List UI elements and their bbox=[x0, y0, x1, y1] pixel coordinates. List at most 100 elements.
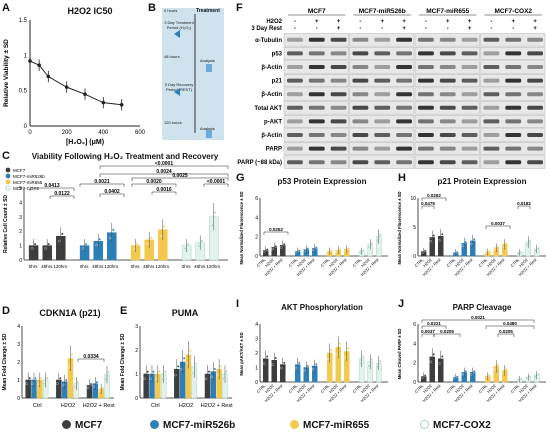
row-label-rest: 3 Day Rest bbox=[251, 26, 282, 32]
data-point bbox=[470, 242, 473, 246]
blot-band bbox=[287, 160, 303, 165]
blot-band bbox=[330, 133, 347, 137]
panel-c-title: Viability Following H₂O₂ Treatment and R… bbox=[31, 152, 219, 161]
significance-bracket bbox=[77, 358, 105, 362]
blot-band bbox=[352, 78, 369, 83]
x-tick-label: Ctrl bbox=[33, 403, 42, 409]
data-point bbox=[452, 251, 456, 255]
treatment-sign: - bbox=[490, 26, 492, 32]
p-value-label: 0.0480 bbox=[503, 321, 517, 326]
data-point bbox=[528, 375, 531, 378]
blot-band bbox=[418, 160, 434, 165]
y-tick-label: 3 bbox=[19, 215, 22, 221]
blot-band bbox=[527, 133, 543, 137]
treatment-sign: + bbox=[468, 19, 472, 25]
data-point bbox=[306, 364, 309, 368]
blot-band bbox=[418, 78, 434, 83]
y-tick-label: 1 bbox=[19, 244, 22, 250]
dish-icon bbox=[174, 30, 180, 38]
y-tick-label: 0 bbox=[24, 124, 28, 130]
blot-label: p53 bbox=[272, 51, 283, 57]
blot-band bbox=[418, 146, 434, 151]
x-tick-label: H2O2 + Rest bbox=[83, 403, 115, 409]
step-analysis-2: Analysis bbox=[200, 126, 215, 131]
data-point bbox=[329, 348, 333, 352]
x-tick-label: CTRL bbox=[413, 383, 424, 394]
data-point bbox=[56, 382, 59, 385]
p-value-label: 0.0037 bbox=[421, 329, 435, 334]
panel-label-i: I bbox=[236, 298, 240, 310]
significance-bracket bbox=[517, 205, 531, 209]
data-point bbox=[344, 356, 347, 359]
data-point bbox=[496, 363, 499, 367]
x-tick-label: 600 bbox=[135, 130, 146, 136]
blot-band bbox=[287, 65, 303, 69]
data-point bbox=[146, 370, 149, 373]
p-value-label: 0.0122 bbox=[54, 191, 70, 197]
legend-entry: MCF7-miR655 bbox=[13, 180, 43, 185]
x-tick-label: 200 bbox=[62, 130, 73, 136]
data-point bbox=[297, 361, 301, 365]
x-tick-label: H2O2 bbox=[360, 257, 371, 268]
data-point bbox=[335, 352, 338, 356]
y-axis-label: Mean Fold Change ± SD bbox=[2, 333, 8, 390]
blot-band bbox=[374, 105, 391, 110]
y-axis-label: Relative Cell Count ± SD bbox=[3, 195, 9, 253]
p-value-label: 0.0182 bbox=[517, 201, 531, 206]
y-tick-label: 3 bbox=[17, 342, 20, 348]
data-point bbox=[160, 234, 163, 238]
data-point bbox=[464, 370, 467, 373]
data-point bbox=[265, 248, 269, 251]
panel-i-title: AKT Phosphorylation bbox=[281, 303, 363, 312]
blot-band bbox=[287, 78, 303, 83]
panel-label-d: D bbox=[2, 305, 10, 317]
panel-label-c: C bbox=[2, 150, 10, 162]
x-tick-label: H2O2 + Rest bbox=[201, 403, 233, 409]
data-point bbox=[207, 370, 211, 373]
legend-mir526b: MCF7-miR526b bbox=[150, 420, 235, 431]
significance-bracket bbox=[131, 177, 229, 181]
legend-dot-icon bbox=[290, 420, 299, 429]
legend-mir655-label: MCF7-miR655 bbox=[303, 420, 370, 431]
x-tick-label: H2O2 bbox=[486, 383, 497, 394]
data-point bbox=[143, 377, 146, 381]
data-point bbox=[183, 247, 187, 250]
data-point bbox=[432, 353, 435, 356]
data-point bbox=[70, 353, 74, 356]
p-value-label: 0.0021 bbox=[94, 179, 110, 185]
data-point bbox=[441, 233, 444, 236]
legend-mcf7-label: MCF7 bbox=[75, 420, 103, 431]
data-point bbox=[455, 375, 459, 378]
x-tick-label: CTRL bbox=[509, 383, 520, 394]
blot-band bbox=[505, 146, 522, 151]
blot-band bbox=[418, 65, 434, 69]
puma-chart: 0 1 2 3 Ctrl H2O2 H2O2 + Rest Mean Fold Change … bbox=[120, 324, 233, 409]
data-point bbox=[86, 386, 90, 390]
significance-bracket bbox=[99, 165, 229, 169]
x-tick-label: CTRL bbox=[319, 383, 330, 394]
data-point bbox=[429, 239, 432, 243]
y-axis-label: Mean Fold Change ± SD bbox=[120, 333, 126, 390]
blot-strip bbox=[349, 87, 415, 101]
legend-dot-icon bbox=[62, 420, 71, 429]
blot-band bbox=[505, 92, 522, 97]
legend-entry: MCF7 bbox=[13, 168, 26, 173]
y-tick-label: 2 bbox=[413, 361, 416, 367]
data-point bbox=[160, 377, 164, 381]
blot-band bbox=[527, 119, 543, 124]
legend-dot-icon bbox=[150, 420, 159, 429]
x-tick-label: H2O2 bbox=[422, 383, 433, 394]
x-tick-label: CTRL bbox=[287, 257, 298, 268]
data-point bbox=[464, 240, 467, 244]
dish-icon-2 bbox=[174, 88, 180, 96]
blot-band bbox=[330, 51, 347, 56]
y-axis-label: Mean pAKT/AKT ± SD bbox=[239, 332, 244, 375]
blot-band bbox=[505, 51, 522, 56]
data-point bbox=[83, 92, 87, 96]
data-point bbox=[379, 233, 382, 236]
x-tick-label: H2O2 bbox=[454, 383, 465, 394]
data-point bbox=[376, 365, 379, 369]
blot-strip bbox=[349, 142, 415, 156]
data-point bbox=[61, 383, 65, 387]
